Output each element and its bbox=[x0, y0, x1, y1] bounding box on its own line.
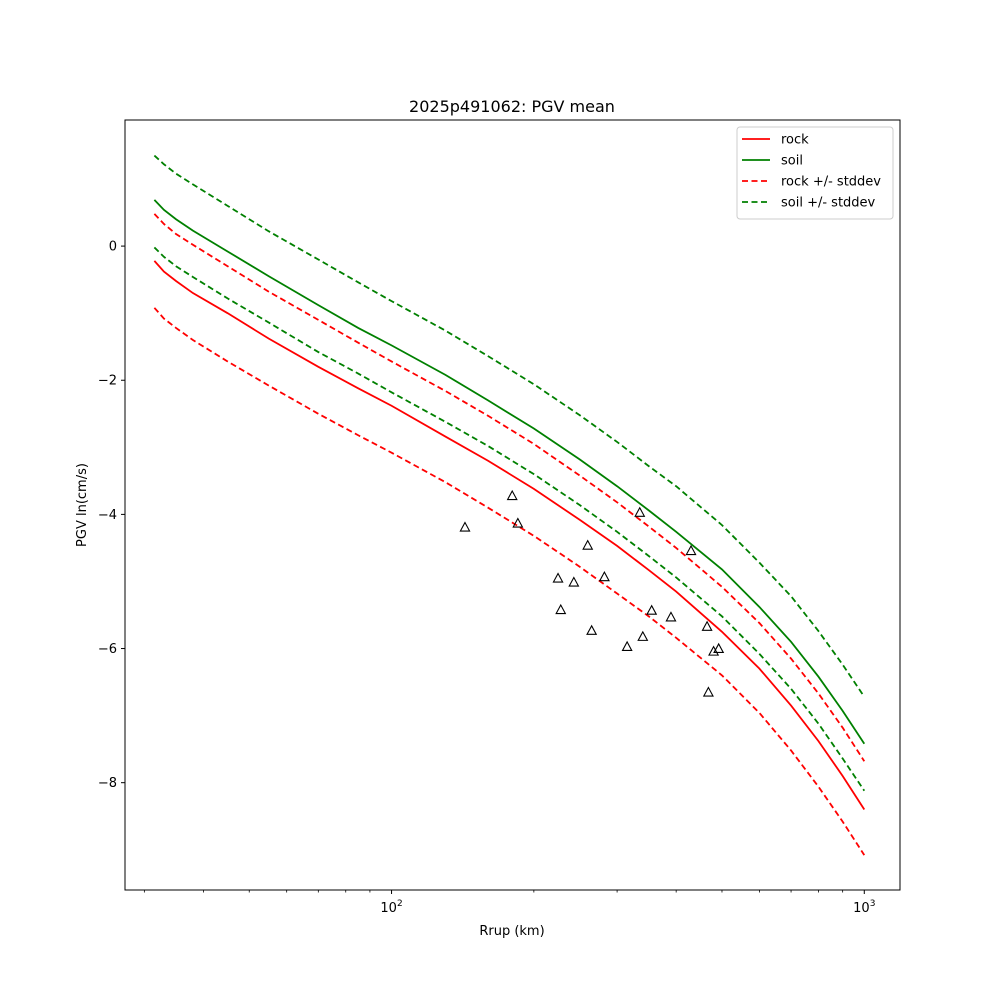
series-line-0 bbox=[153, 260, 866, 810]
observation-marker-11 bbox=[637, 630, 649, 641]
observation-marker-14 bbox=[685, 544, 697, 556]
plot-area bbox=[153, 154, 866, 856]
axes-frame bbox=[124, 119, 901, 891]
legend-box bbox=[736, 126, 894, 220]
observation-marker-13 bbox=[665, 611, 677, 622]
series-line-4 bbox=[153, 154, 866, 698]
y-axis-label: PGV ln(cm/s) bbox=[75, 463, 90, 547]
observation-marker-17 bbox=[708, 645, 720, 656]
legend-label-3: soil +/- stddev bbox=[781, 196, 876, 211]
legend-label-1: soil bbox=[781, 154, 803, 169]
observation-marker-15 bbox=[701, 620, 713, 631]
observation-marker-16 bbox=[702, 686, 714, 697]
observation-marker-3 bbox=[552, 572, 564, 583]
legend-label-0: rock bbox=[781, 133, 809, 148]
y-tick-label-3: −6 bbox=[98, 642, 117, 657]
observation-marker-7 bbox=[586, 624, 598, 635]
y-tick-label-2: −4 bbox=[98, 508, 117, 523]
observation-marker-0 bbox=[459, 521, 471, 532]
legend: rock soil rock +/- stddev soil +/- stddev bbox=[736, 126, 894, 220]
observation-marker-5 bbox=[568, 576, 580, 587]
observation-marker-12 bbox=[646, 604, 658, 615]
series-line-3 bbox=[153, 307, 866, 856]
observation-marker-10 bbox=[634, 506, 646, 517]
observation-marker-9 bbox=[621, 640, 633, 651]
observation-marker-18 bbox=[713, 642, 725, 654]
legend-label-2: rock +/- stddev bbox=[781, 175, 881, 190]
series-line-5 bbox=[153, 246, 866, 792]
series-line-1 bbox=[153, 199, 866, 745]
x-axis-label: Rrup (km) bbox=[479, 924, 544, 939]
chart-title: 2025p491062: PGV mean bbox=[409, 97, 615, 116]
series-line-2 bbox=[153, 213, 866, 762]
y-tick-label-0: 0 bbox=[109, 240, 117, 255]
observation-marker-2 bbox=[512, 517, 524, 528]
observation-marker-6 bbox=[582, 539, 594, 550]
observation-marker-1 bbox=[506, 489, 518, 501]
y-tick-label-4: −8 bbox=[98, 776, 117, 791]
y-tick-label-1: −2 bbox=[98, 374, 117, 389]
observation-marker-4 bbox=[555, 603, 567, 615]
observation-marker-8 bbox=[598, 571, 610, 582]
